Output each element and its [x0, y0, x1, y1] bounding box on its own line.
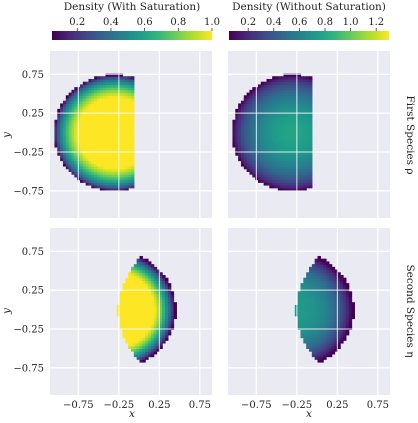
ytick-label: −0.75 [13, 363, 44, 374]
ytick-label: −0.75 [13, 186, 44, 197]
row-label-first-species: First Species ρ [404, 95, 416, 174]
colorbar-tick-label: 0.2 [69, 17, 85, 28]
ytick-label: 0.75 [22, 247, 44, 258]
xtick-label: 0.25 [326, 400, 348, 411]
ytick-label: 0.25 [22, 286, 44, 297]
xtick-label: −0.75 [63, 400, 94, 411]
ytick-label: −0.25 [13, 324, 44, 335]
row-label-second-species: Second Species η [404, 264, 416, 357]
colorbar-tick-label: 0.6 [291, 17, 307, 28]
ylabel-top: y [1, 131, 13, 139]
ytick-label: 0.75 [22, 70, 44, 81]
colorbar-tick-label: 1.0 [204, 17, 220, 28]
colorbar-tick-label: 1.0 [343, 17, 359, 28]
panel-second-with-saturation: 0.75 0.25 −0.25 −0.75 −0.75 −0.25 0.25 0.75 [13, 228, 212, 411]
xtick-label: −0.75 [241, 400, 272, 411]
colorbar-without-saturation: Density (Without Saturation) 0.2 0.4 0.6 0.… [229, 1, 389, 40]
colorbar-tick-label: 0.8 [317, 17, 333, 28]
panel-first-with-saturation: 0.75 0.25 −0.25 −0.75 [13, 51, 212, 218]
colorbar-tick-label: 1.2 [368, 17, 384, 28]
colorbar-tick-label: 0.8 [170, 17, 186, 28]
colorbar-tick-label: 0.2 [240, 17, 256, 28]
xlabel-right: x [306, 408, 312, 420]
colorbar-tick-label: 0.4 [103, 17, 119, 28]
colorbar-label-without-saturation: Density (Without Saturation) [232, 1, 386, 13]
heatmap [294, 255, 355, 363]
colorbar-gradient [229, 31, 389, 40]
xtick-label: 0.75 [189, 400, 211, 411]
ytick-label: −0.25 [13, 147, 44, 158]
colorbar-label-with-saturation: Density (With Saturation) [64, 1, 201, 13]
xtick-label: 0.25 [148, 400, 170, 411]
xtick-label: −0.25 [104, 400, 135, 411]
xlabel-left: x [129, 408, 135, 420]
panel-first-without-saturation [228, 51, 390, 218]
colorbar-tick-label: 0.6 [137, 17, 153, 28]
xtick-label: 0.75 [367, 400, 389, 411]
panel-second-without-saturation: −0.75 −0.25 0.25 0.75 [228, 228, 390, 411]
heatmap [232, 73, 313, 192]
ylabel-bottom: y [1, 307, 13, 315]
colorbar-tick-label: 0.4 [266, 17, 282, 28]
xtick-label: −0.25 [282, 400, 313, 411]
ytick-label: 0.25 [22, 109, 44, 120]
colorbar-with-saturation: Density (With Saturation) 0.2 0.4 0.6 0.8 1.… [52, 1, 220, 40]
colorbar-gradient [52, 31, 212, 40]
